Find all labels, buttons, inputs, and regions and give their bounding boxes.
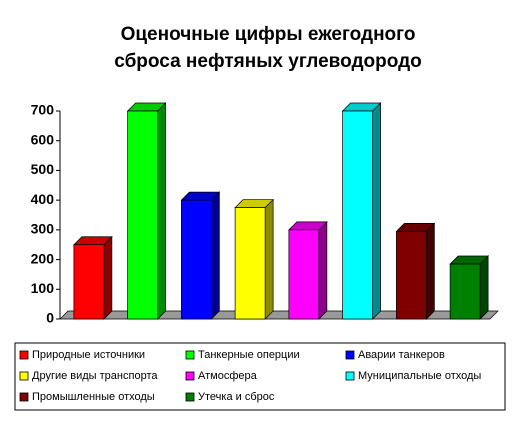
legend-label: Другие виды транспорта	[32, 370, 158, 382]
chart-title: сброса нефтяных углеводородо	[114, 51, 422, 72]
bar	[396, 230, 427, 320]
bar-side	[264, 198, 274, 320]
bar-side	[479, 255, 489, 320]
legend-swatch	[185, 371, 195, 381]
y-tick-label: 100	[31, 280, 55, 296]
y-tick-label: 0	[46, 310, 54, 326]
legend-swatch	[345, 371, 355, 381]
legend-swatch	[185, 350, 195, 360]
bar	[342, 110, 373, 320]
y-tick-label: 300	[31, 221, 55, 237]
y-tick-label: 500	[31, 161, 55, 177]
bar-side	[157, 102, 166, 320]
legend-swatch	[19, 350, 29, 360]
legend-swatch	[19, 371, 29, 381]
legend-box	[14, 342, 506, 411]
bar	[73, 244, 105, 320]
legend-label: Танкерные оперции	[198, 349, 300, 361]
bar	[127, 110, 158, 320]
chart-title: Оценочные цифры ежегодного	[121, 24, 416, 45]
y-tick-label: 400	[31, 191, 55, 207]
bar	[288, 229, 320, 320]
y-tick-label: 200	[31, 250, 55, 266]
legend-label: Аварии танкеров	[358, 349, 445, 361]
bar	[181, 199, 212, 320]
bar-side	[211, 191, 220, 320]
legend-label: Муниципальные отходы	[358, 370, 481, 382]
legend-label: Природные источники	[32, 349, 145, 361]
bar-side	[103, 235, 113, 320]
legend-label: Утечка и сброс	[198, 391, 275, 403]
legend-swatch	[185, 392, 195, 402]
bar-side	[318, 221, 328, 320]
bar	[234, 207, 266, 320]
bar-side	[372, 102, 381, 320]
legend-label: Атмосфера	[198, 370, 258, 382]
legend-swatch	[345, 350, 355, 360]
bar-side	[426, 222, 435, 320]
legend-label: Промышленные отходы	[32, 391, 155, 403]
y-tick-label: 700	[31, 102, 55, 118]
legend-swatch	[19, 392, 29, 402]
bar	[449, 263, 481, 320]
y-tick-label: 600	[31, 131, 55, 147]
